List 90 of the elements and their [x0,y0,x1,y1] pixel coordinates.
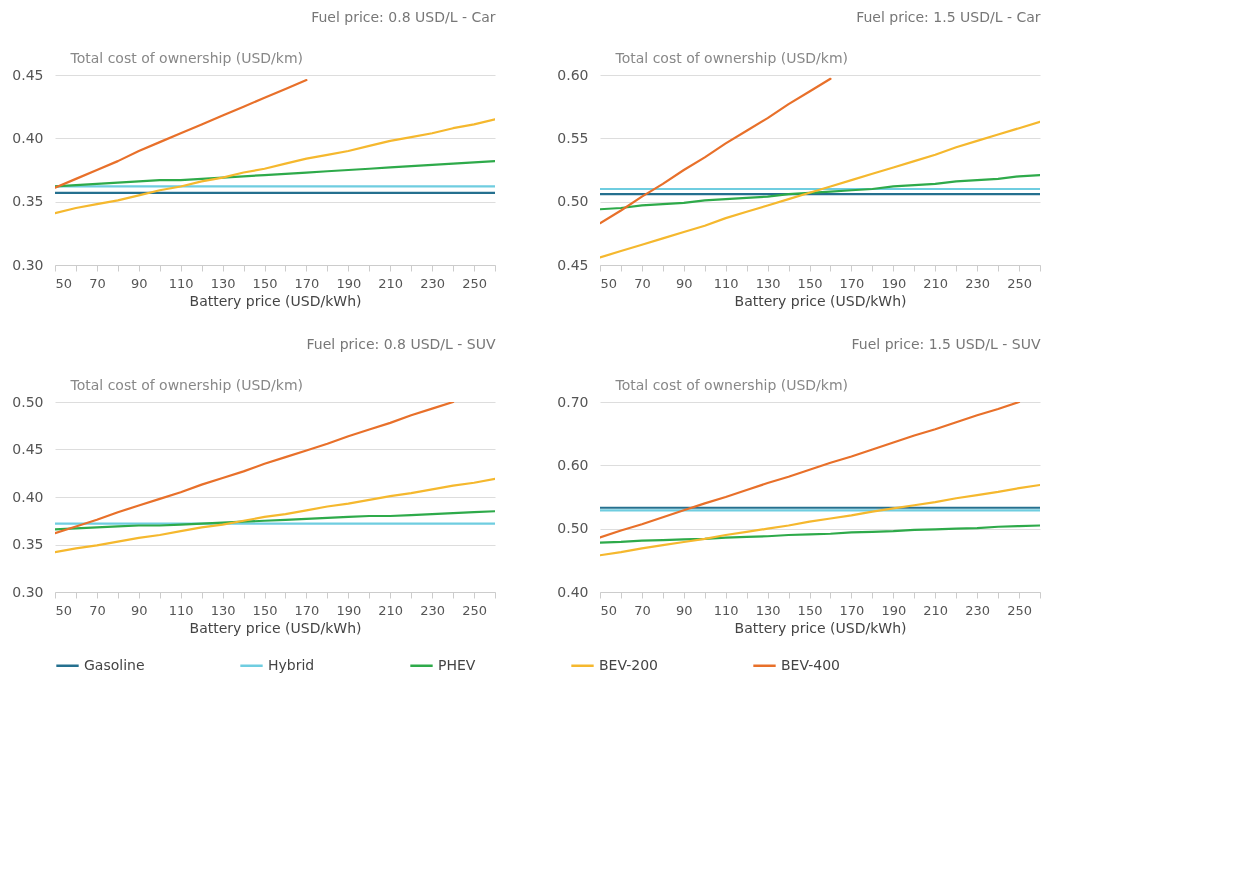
x-tick-label: 130 [210,275,236,291]
x-tick-label: 110 [168,602,194,618]
x-tick-label: 90 [676,275,693,291]
x-tick-label: 50 [55,275,73,291]
x-axis-title: Battery price (USD/kWh) [189,292,362,309]
line-series [600,402,1021,539]
y-tick-label: 0.40 [12,129,44,146]
y-tick-label: 0.45 [557,256,589,273]
line-series [600,173,1040,211]
y-tick-label: 0.70 [557,393,589,410]
x-tick-label: 50 [600,275,618,291]
y-tick-label: 0.45 [12,441,44,457]
y-tick-label: 0.45 [12,66,44,83]
x-tick-label: 170 [839,602,865,618]
x-tick-label: 170 [839,275,865,291]
line-series [55,78,308,189]
x-tick-label: 190 [336,275,362,291]
x-tick-label: 50 [55,602,73,618]
x-tick-label: 210 [923,602,949,618]
x-tick-label: 230 [420,275,446,291]
legend-label: Hybrid [268,656,315,673]
y-tick-label: 0.40 [12,488,44,505]
chart-title: Fuel price: 1.5 USD/L - SUV [851,336,1041,352]
line-series [600,77,832,225]
y-tick-label: 0.35 [12,193,44,210]
legend-label: BEV-200 [599,656,658,673]
y-tick-label: 0.55 [557,129,589,146]
x-tick-label: 190 [881,275,907,291]
x-tick-label: 90 [131,275,148,291]
x-tick-label: 210 [923,275,949,291]
x-tick-label: 170 [294,275,320,291]
y-tick-label: 0.30 [12,583,44,600]
line-series [600,483,1040,557]
y-axis-title: Total cost of ownership (USD/km) [69,49,304,66]
x-tick-label: 130 [755,275,781,291]
y-tick-label: 0.60 [557,66,589,83]
x-tick-label: 70 [89,275,106,291]
y-tick-label: 0.30 [12,256,44,273]
chart-title: Fuel price: 0.8 USD/L - SUV [306,336,496,352]
x-tick-label: 210 [378,602,404,618]
y-tick-label: 0.60 [557,456,589,473]
x-tick-label: 250 [1007,602,1032,618]
x-tick-label: 110 [713,275,739,291]
line-series [55,118,495,215]
line-series [55,477,495,554]
line-series [55,402,455,535]
x-tick-label: 210 [378,275,404,291]
y-axis-title: Total cost of ownership (USD/km) [614,376,849,393]
x-tick-label: 230 [965,602,991,618]
y-tick-label: 0.50 [557,193,589,210]
x-tick-label: 230 [420,602,446,618]
line-series [600,524,1040,544]
x-tick-label: 250 [1007,275,1032,291]
x-tick-label: 70 [634,602,651,618]
x-tick-label: 230 [965,275,991,291]
x-tick-label: 130 [210,602,236,618]
legend-label: Gasoline [84,656,145,673]
line-series [55,160,495,188]
x-tick-label: 150 [797,275,823,291]
x-tick-label: 90 [676,602,693,618]
line-series [600,120,1040,259]
x-tick-label: 110 [713,602,739,618]
x-tick-label: 90 [131,602,148,618]
x-tick-label: 70 [634,275,651,291]
x-tick-label: 50 [600,602,618,618]
x-tick-label: 110 [168,275,194,291]
y-axis-title: Total cost of ownership (USD/km) [614,49,849,66]
y-tick-label: 0.50 [557,520,589,537]
x-axis-title: Battery price (USD/kWh) [734,619,907,636]
chart-title: Fuel price: 1.5 USD/L - Car [856,9,1041,25]
x-tick-label: 150 [252,275,278,291]
legend-label: PHEV [438,656,476,673]
x-tick-label: 250 [462,602,487,618]
x-tick-label: 190 [881,602,907,618]
y-axis-title: Total cost of ownership (USD/km) [69,376,304,393]
line-series [55,510,495,531]
x-tick-label: 190 [336,602,362,618]
legend-label: BEV-400 [781,656,840,673]
x-axis-title: Battery price (USD/kWh) [734,292,907,309]
x-tick-label: 170 [294,602,320,618]
x-tick-label: 70 [89,602,106,618]
y-tick-label: 0.35 [12,536,44,552]
x-tick-label: 150 [797,602,823,618]
y-tick-label: 0.40 [557,583,589,600]
x-tick-label: 150 [252,602,278,618]
y-tick-label: 0.50 [12,393,44,410]
chart-title: Fuel price: 0.8 USD/L - Car [311,9,496,25]
x-axis-title: Battery price (USD/kWh) [189,619,362,636]
x-tick-label: 250 [462,275,487,291]
x-tick-label: 130 [755,602,781,618]
